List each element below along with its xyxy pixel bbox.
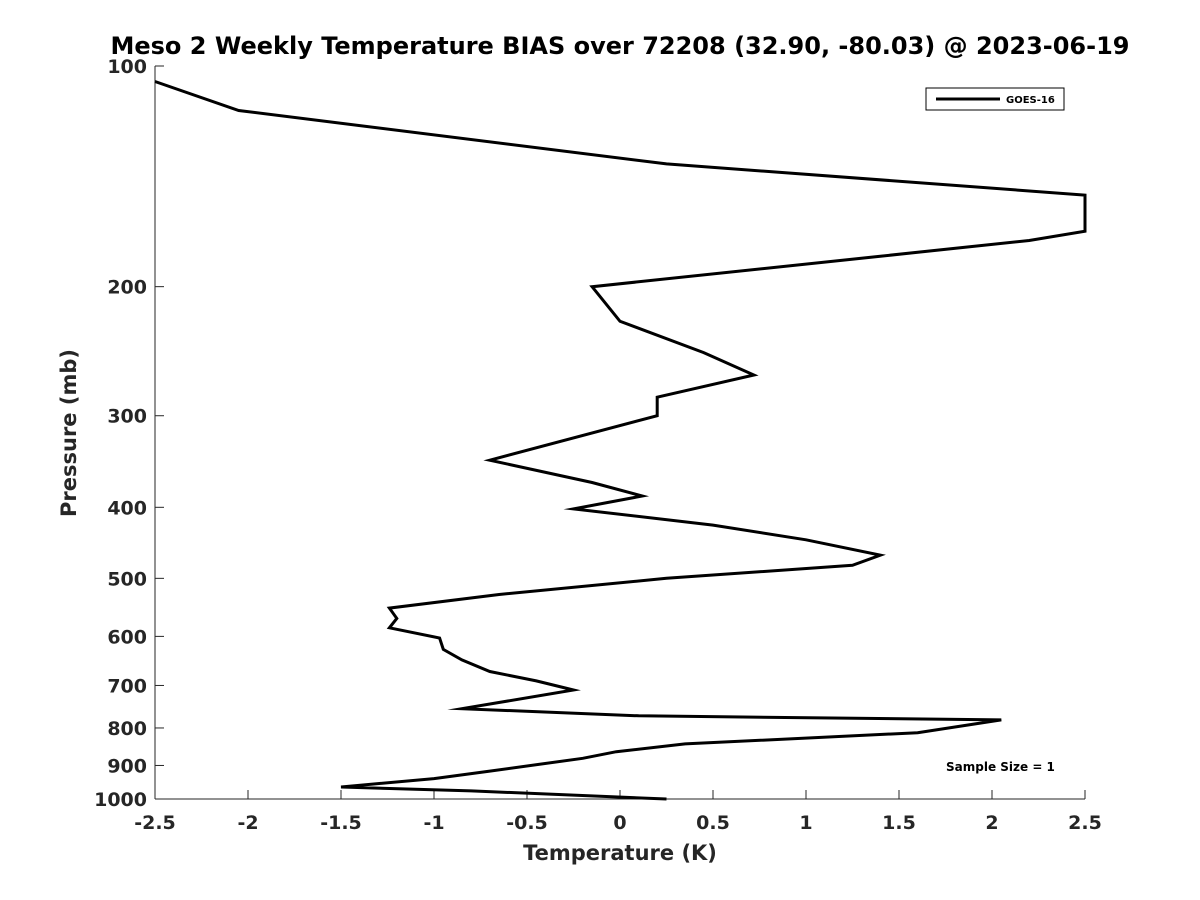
x-tick-label: -2 <box>237 812 258 834</box>
y-tick-label: 800 <box>107 718 147 740</box>
x-tick-label: 0.5 <box>696 812 730 834</box>
y-tick-label: 200 <box>107 277 147 299</box>
legend: GOES-16 <box>925 87 1065 111</box>
chart-title: Meso 2 Weekly Temperature BIAS over 7220… <box>110 32 1129 60</box>
y-tick-label: 500 <box>107 568 147 590</box>
x-tick-label: -1 <box>423 812 444 834</box>
y-tick-label: 100 <box>107 56 147 78</box>
x-tick-label: 1 <box>799 812 812 834</box>
y-tick-label: 1000 <box>94 789 147 811</box>
x-tick-label: 2.5 <box>1068 812 1102 834</box>
x-tick-label: 2 <box>985 812 998 834</box>
x-tick-label: 0 <box>613 812 626 834</box>
x-tick-label: -2.5 <box>134 812 176 834</box>
y-tick-label: 300 <box>107 406 147 428</box>
x-tick-label: -1.5 <box>320 812 362 834</box>
y-tick-label: 900 <box>107 755 147 777</box>
y-tick-label: 700 <box>107 675 147 697</box>
x-tick-label: 1.5 <box>882 812 916 834</box>
legend-label: GOES-16 <box>1006 95 1055 106</box>
axes: -2.5 -2 -1.5 -1 -0.5 0 0.5 1 1.5 2 2.5 100 200 300 400… <box>94 56 1102 834</box>
sample-size-annotation: Sample Size = 1 <box>946 760 1055 774</box>
x-axis-label: Temperature (K) <box>523 841 717 865</box>
series-layer <box>154 80 1087 801</box>
series-line-goes-16 <box>154 80 1087 801</box>
y-tick-label: 400 <box>107 497 147 519</box>
y-tick-label: 600 <box>107 626 147 648</box>
x-tick-label: -0.5 <box>506 812 548 834</box>
y-axis-label: Pressure (mb) <box>57 349 81 517</box>
